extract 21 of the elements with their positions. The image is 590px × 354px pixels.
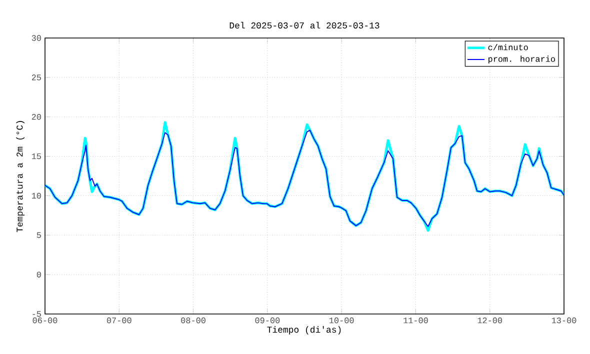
- y-tick-label: 10: [32, 192, 41, 199]
- legend-label: prom. horario: [488, 56, 555, 64]
- x-axis-title: Tiempo (di'as): [267, 326, 341, 334]
- y-tick-label: 30: [32, 35, 41, 41]
- y-axis-title: Temperatura a 2m (°C): [16, 121, 24, 232]
- y-tick-label: 15: [32, 153, 41, 160]
- x-tick-label: 13-00: [552, 318, 576, 324]
- x-tick-label: 10-00: [329, 318, 354, 324]
- x-tick-label: 11-00: [404, 318, 428, 324]
- legend-label: c/minuto: [488, 44, 528, 50]
- y-tick-label: 5: [36, 232, 41, 238]
- y-tick-label: 25: [32, 74, 41, 80]
- x-tick-label: 08-00: [181, 318, 206, 324]
- x-tick-label: 09-00: [255, 318, 280, 324]
- chart-title: Del 2025-03-07 al 2025-03-13: [230, 22, 380, 29]
- x-tick-label: 06-00: [32, 318, 58, 324]
- y-tick-label: 0: [36, 272, 41, 278]
- x-tick-label: 07-00: [106, 318, 132, 324]
- y-tick-label: -5: [32, 311, 41, 317]
- x-tick-label: 12-00: [478, 318, 502, 324]
- y-tick-label: 20: [32, 114, 41, 120]
